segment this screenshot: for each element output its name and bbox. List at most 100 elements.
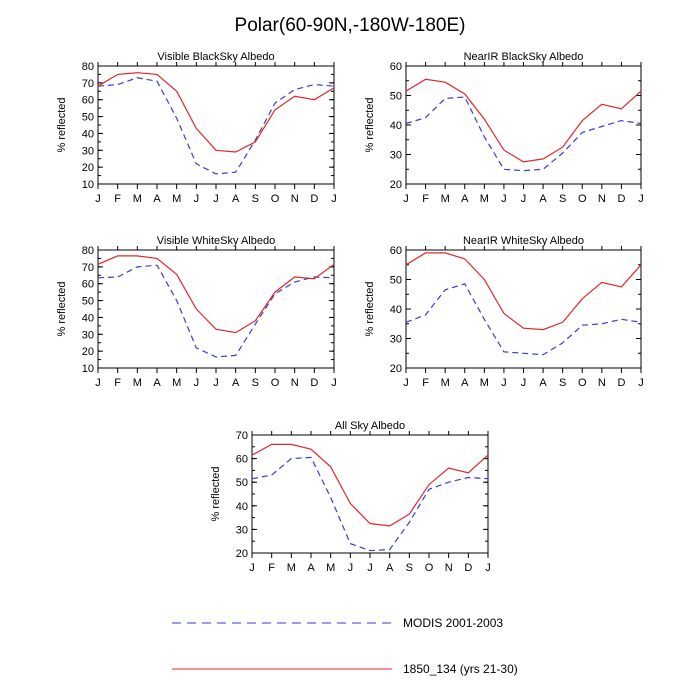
x-tick-label: J xyxy=(213,193,219,205)
legend-label-modis: MODIS 2001-2003 xyxy=(403,616,503,630)
x-tick-label: A xyxy=(232,193,240,205)
series-line-modis xyxy=(97,77,335,175)
x-tick-label: O xyxy=(271,377,280,389)
x-tick-label: J xyxy=(521,377,527,389)
y-tick-label: 50 xyxy=(82,296,94,308)
x-tick-label: J xyxy=(249,562,255,574)
y-tick-label: 50 xyxy=(390,91,402,103)
x-tick-label: N xyxy=(598,193,606,205)
series-line-model xyxy=(405,252,642,331)
y-tick-label: 40 xyxy=(390,120,402,132)
y-tick-label: 10 xyxy=(82,363,94,375)
y-tick-label: 60 xyxy=(390,61,402,73)
y-tick-label: 40 xyxy=(390,304,402,316)
x-tick-label: D xyxy=(617,193,625,205)
x-tick-label: J xyxy=(213,377,219,389)
x-tick-label: N xyxy=(291,377,299,389)
chart-panels: Visible BlackSky Albedo 10 20 30 40 50 60 70 80 J… xyxy=(56,51,644,574)
y-axis-label: % reflected xyxy=(364,97,376,152)
x-tick-label: M xyxy=(326,562,335,574)
x-tick-label: D xyxy=(464,562,472,574)
x-tick-label: F xyxy=(114,377,121,389)
x-tick-label: S xyxy=(252,193,259,205)
x-tick-label: J xyxy=(348,562,354,574)
y-tick-label: 30 xyxy=(236,524,248,536)
x-tick-label: M xyxy=(441,193,450,205)
x-tick-label: A xyxy=(539,193,547,205)
chart-panel-3: Visible WhiteSky Albedo 10 20 30 40 50 60 70 80 J… xyxy=(56,235,337,389)
x-tick-label: S xyxy=(252,377,259,389)
plot-frame xyxy=(251,434,489,554)
x-tick-label: A xyxy=(386,562,394,574)
panel-title: NearIR BlackSky Albedo xyxy=(464,51,584,63)
y-tick-label: 20 xyxy=(390,363,402,375)
series-line-modis xyxy=(405,96,642,172)
x-tick-label: N xyxy=(291,193,299,205)
x-tick-label: M xyxy=(480,193,489,205)
panel-title: Visible WhiteSky Albedo xyxy=(157,235,275,247)
x-tick-label: J xyxy=(367,562,373,574)
plot-frame xyxy=(405,65,642,185)
y-tick-label: 50 xyxy=(236,477,248,489)
x-tick-label: A xyxy=(232,377,240,389)
y-tick-label: 60 xyxy=(82,279,94,291)
series-line-model xyxy=(97,72,335,153)
series-line-model xyxy=(251,443,489,527)
series-line-model xyxy=(405,78,642,163)
x-tick-label: N xyxy=(445,562,453,574)
y-axis-label: % reflected xyxy=(210,466,222,521)
series-line-model xyxy=(97,255,335,334)
x-tick-label: S xyxy=(559,377,566,389)
legend: MODIS 2001-2003 1850_134 (yrs 21-30) xyxy=(172,616,518,676)
panel-title: Visible BlackSky Albedo xyxy=(157,51,274,63)
y-tick-label: 20 xyxy=(236,548,248,560)
y-tick-label: 80 xyxy=(82,245,94,257)
y-tick-label: 60 xyxy=(390,245,402,257)
x-tick-label: A xyxy=(153,193,161,205)
x-tick-label: J xyxy=(638,193,644,205)
y-tick-label: 40 xyxy=(82,128,94,140)
y-axis-label: % reflected xyxy=(56,281,68,336)
x-tick-label: N xyxy=(598,377,606,389)
x-tick-label: S xyxy=(559,193,566,205)
x-tick-label: J xyxy=(95,377,101,389)
x-tick-label: S xyxy=(406,562,413,574)
x-tick-label: F xyxy=(114,193,121,205)
y-axis-label: % reflected xyxy=(364,281,376,336)
y-tick-label: 20 xyxy=(82,162,94,174)
y-tick-label: 80 xyxy=(82,61,94,73)
x-tick-label: J xyxy=(194,193,200,205)
x-tick-label: J xyxy=(521,193,527,205)
x-tick-label: O xyxy=(425,562,434,574)
y-axis-label: % reflected xyxy=(56,97,68,152)
x-tick-label: F xyxy=(268,562,275,574)
x-tick-label: J xyxy=(331,377,337,389)
x-tick-label: J xyxy=(638,377,644,389)
x-tick-label: M xyxy=(133,377,142,389)
x-tick-label: O xyxy=(578,193,587,205)
y-tick-label: 20 xyxy=(390,179,402,191)
panel-title: NearIR WhiteSky Albedo xyxy=(463,235,584,247)
x-tick-label: M xyxy=(172,193,181,205)
x-tick-label: A xyxy=(461,193,469,205)
x-tick-label: J xyxy=(403,193,409,205)
y-tick-label: 30 xyxy=(82,329,94,341)
x-tick-label: F xyxy=(422,377,429,389)
y-tick-label: 30 xyxy=(390,334,402,346)
x-tick-label: A xyxy=(307,562,315,574)
x-tick-label: D xyxy=(617,377,625,389)
x-tick-label: A xyxy=(461,377,469,389)
y-tick-label: 10 xyxy=(82,179,94,191)
plot-frame xyxy=(405,249,642,369)
y-tick-label: 20 xyxy=(82,346,94,358)
x-tick-label: J xyxy=(501,193,507,205)
y-tick-label: 70 xyxy=(236,430,248,442)
y-tick-label: 50 xyxy=(390,275,402,287)
y-tick-label: 60 xyxy=(82,95,94,107)
y-tick-label: 50 xyxy=(82,112,94,124)
panel-title: All Sky Albedo xyxy=(335,420,405,432)
x-tick-label: M xyxy=(480,377,489,389)
